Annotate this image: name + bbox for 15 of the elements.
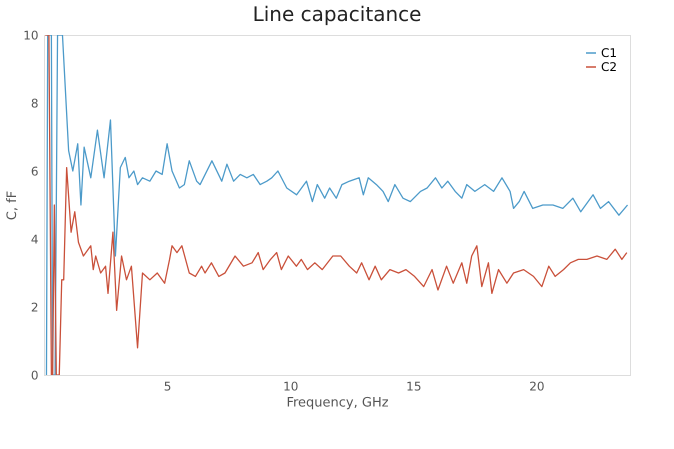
legend-label: C1 bbox=[601, 46, 618, 60]
y-tick-label: 0 bbox=[30, 368, 38, 382]
y-axis-title: C, fF bbox=[5, 190, 20, 220]
x-tick-label: 10 bbox=[283, 380, 298, 394]
legend-label: C2 bbox=[601, 60, 618, 74]
y-tick-label: 6 bbox=[30, 164, 38, 178]
chart-title: Line capacitance bbox=[252, 2, 422, 26]
y-tick-label: 4 bbox=[30, 232, 38, 246]
x-tick-label: 5 bbox=[164, 380, 172, 394]
x-tick-label: 20 bbox=[529, 380, 545, 394]
y-tick-label: 8 bbox=[30, 96, 38, 110]
x-axis-title: Frequency, GHz bbox=[286, 396, 389, 410]
y-tick-label: 2 bbox=[30, 300, 38, 314]
y-tick-label: 10 bbox=[23, 28, 38, 42]
x-tick-label: 15 bbox=[406, 380, 422, 394]
